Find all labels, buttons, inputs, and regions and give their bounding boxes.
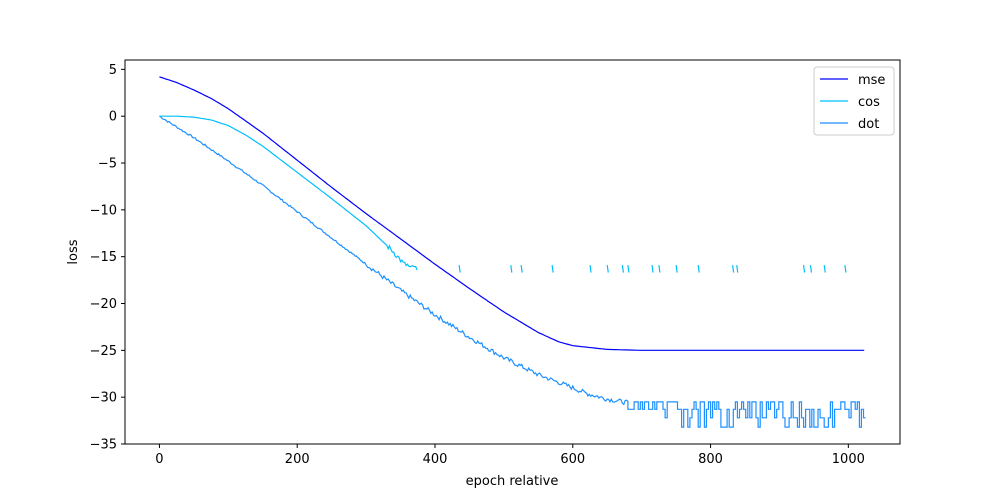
y-tick-label: 5 — [109, 63, 117, 78]
series-spike-cos — [823, 265, 826, 273]
series-spike-cos — [651, 265, 654, 273]
axes-frame — [124, 59, 901, 445]
series-spike-cos — [802, 265, 806, 273]
series-spike-cos — [627, 265, 630, 273]
series-spike-cos — [520, 265, 523, 273]
y-axis: 5 0 −5 −10 −15 −20 −25 −30 −35 — [90, 63, 125, 453]
x-tick-label: 1000 — [832, 452, 865, 467]
x-tick-label: 0 — [155, 452, 163, 467]
series-spike-cos — [675, 265, 678, 273]
y-tick-label: −15 — [90, 250, 117, 265]
series-spike-cos — [732, 265, 735, 273]
legend-label-mse: mse — [858, 73, 885, 88]
legend-box — [813, 66, 895, 136]
series-spike-cos — [589, 265, 592, 273]
y-tick-label: −25 — [90, 344, 117, 359]
y-tick-label: −5 — [98, 157, 117, 172]
series-spike-cos — [510, 265, 513, 273]
x-tick-label: 600 — [560, 452, 585, 467]
x-tick-label: 800 — [698, 452, 723, 467]
x-axis: 0 200 400 600 800 1000 — [155, 444, 865, 467]
legend: mse cos dot — [813, 66, 895, 136]
series-line-mse — [159, 76, 865, 351]
plot-lines — [159, 76, 866, 428]
y-tick-label: −35 — [90, 438, 117, 453]
y-tick-label: −30 — [90, 391, 117, 406]
series-spike-cos — [621, 265, 625, 273]
y-tick-label: 0 — [109, 110, 117, 125]
series-line-cos — [159, 115, 418, 271]
y-tick-label: −10 — [90, 203, 117, 218]
series-spike-cos — [844, 265, 847, 273]
legend-label-cos: cos — [858, 95, 880, 110]
y-tick-label: −20 — [90, 297, 117, 312]
series-spike-cos — [551, 265, 554, 273]
series-spike-cos — [809, 265, 813, 273]
legend-label-dot: dot — [858, 117, 879, 132]
series-spike-cos — [458, 265, 461, 273]
x-axis-title: epoch relative — [466, 474, 559, 489]
x-tick-label: 400 — [423, 452, 448, 467]
series-spike-cos — [658, 265, 661, 273]
series-spike-cos — [736, 265, 739, 273]
series-line-dot — [159, 115, 866, 428]
series-spike-cos — [606, 265, 609, 273]
y-axis-title: loss — [66, 239, 81, 264]
x-tick-label: 200 — [285, 452, 310, 467]
series-spike-cos — [697, 265, 700, 273]
